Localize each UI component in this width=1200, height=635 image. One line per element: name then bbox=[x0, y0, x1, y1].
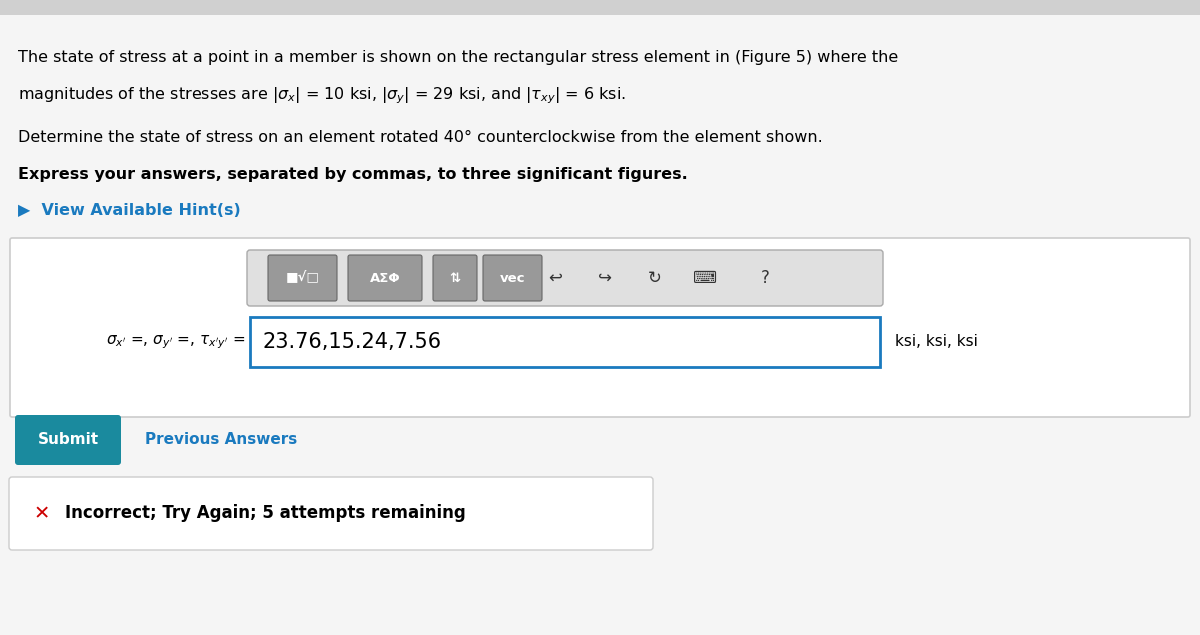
Text: magnitudes of the stresses are $|\sigma_x|$ = 10 ksi, $|\sigma_y|$ = 29 ksi, and: magnitudes of the stresses are $|\sigma_… bbox=[18, 85, 626, 105]
Text: Express your answers, separated by commas, to three significant figures.: Express your answers, separated by comma… bbox=[18, 167, 688, 182]
FancyBboxPatch shape bbox=[14, 415, 121, 465]
Text: ksi, ksi, ksi: ksi, ksi, ksi bbox=[895, 335, 978, 349]
Text: ⇅: ⇅ bbox=[450, 272, 461, 284]
Text: ■√□: ■√□ bbox=[286, 272, 319, 284]
Text: Determine the state of stress on an element rotated 40° counterclockwise from th: Determine the state of stress on an elem… bbox=[18, 130, 823, 145]
Text: 23.76,15.24,7.56: 23.76,15.24,7.56 bbox=[262, 332, 442, 352]
Text: Submit: Submit bbox=[37, 432, 98, 448]
Bar bbox=[0, 0, 1200, 15]
Text: Incorrect; Try Again; 5 attempts remaining: Incorrect; Try Again; 5 attempts remaini… bbox=[65, 504, 466, 523]
Text: Previous Answers: Previous Answers bbox=[145, 432, 298, 448]
FancyBboxPatch shape bbox=[348, 255, 422, 301]
Text: The state of stress at a point in a member is shown on the rectangular stress el: The state of stress at a point in a memb… bbox=[18, 50, 899, 65]
Bar bbox=[250, 317, 880, 367]
Text: ↩: ↩ bbox=[548, 269, 562, 287]
FancyBboxPatch shape bbox=[10, 238, 1190, 417]
Text: vec: vec bbox=[499, 272, 526, 284]
FancyBboxPatch shape bbox=[433, 255, 478, 301]
Text: ⌨: ⌨ bbox=[694, 269, 718, 287]
Text: ✕: ✕ bbox=[34, 504, 50, 523]
Text: $\sigma_{x'}$ =, $\sigma_{y'}$ =, $\tau_{x'y'}$ =: $\sigma_{x'}$ =, $\sigma_{y'}$ =, $\tau_… bbox=[106, 333, 245, 351]
Text: ?: ? bbox=[761, 269, 769, 287]
Text: ↪: ↪ bbox=[598, 269, 612, 287]
Text: AΣΦ: AΣΦ bbox=[370, 272, 401, 284]
FancyBboxPatch shape bbox=[482, 255, 542, 301]
FancyBboxPatch shape bbox=[268, 255, 337, 301]
FancyBboxPatch shape bbox=[10, 477, 653, 550]
FancyBboxPatch shape bbox=[247, 250, 883, 306]
Text: ↻: ↻ bbox=[648, 269, 662, 287]
Text: ▶  View Available Hint(s): ▶ View Available Hint(s) bbox=[18, 203, 241, 218]
